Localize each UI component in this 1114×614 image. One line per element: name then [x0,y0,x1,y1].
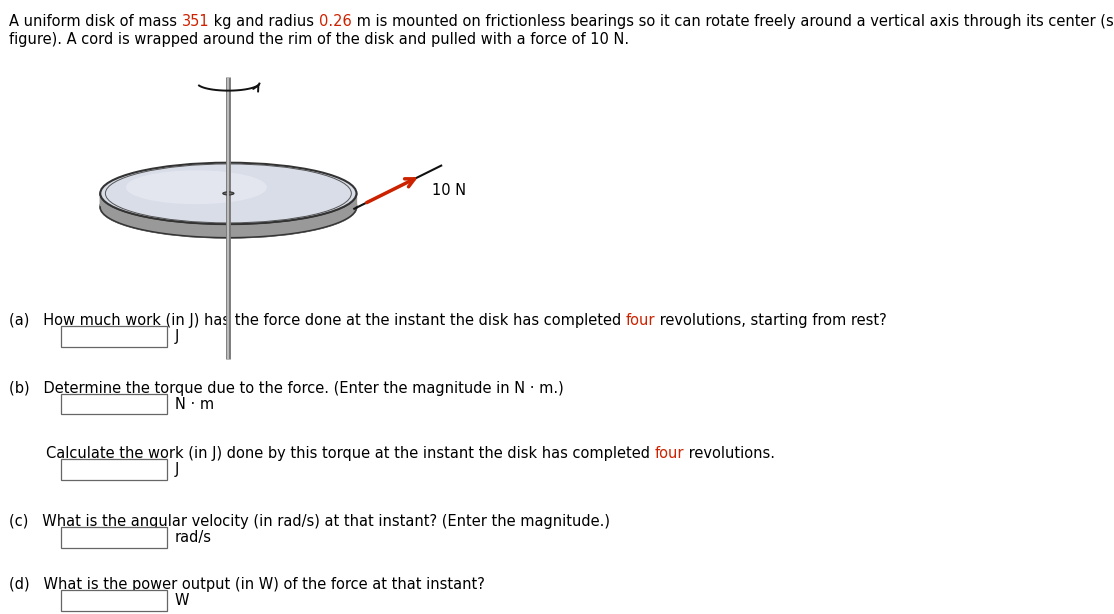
Text: figure). A cord is wrapped around the rim of the disk and pulled with a force of: figure). A cord is wrapped around the ri… [9,32,629,47]
Text: m is mounted on frictionless bearings so it can rotate freely around a vertical : m is mounted on frictionless bearings so… [352,14,1114,28]
Text: (a)   How much work (in J) has the force done at the instant the disk has comple: (a) How much work (in J) has the force d… [9,313,626,328]
Ellipse shape [100,176,356,238]
Text: (b)   Determine the torque due to the force. (Enter the magnitude in N · m.): (b) Determine the torque due to the forc… [9,381,564,395]
Text: W: W [175,593,189,608]
Text: 351: 351 [182,14,209,28]
Text: revolutions, starting from rest?: revolutions, starting from rest? [655,313,887,328]
Bar [61,394,167,414]
Text: (d)   What is the power output (in W) of the force at that instant?: (d) What is the power output (in W) of t… [9,577,485,592]
Ellipse shape [126,170,267,204]
Text: kg and radius: kg and radius [209,14,319,28]
Text: J: J [175,462,179,477]
Text: J: J [175,329,179,344]
Bar [61,326,167,347]
Bar [61,527,167,548]
Polygon shape [100,193,356,238]
Text: N · m: N · m [175,397,214,411]
Text: four: four [655,446,684,461]
Text: (c)   What is the angular velocity (in rad/s) at that instant? (Enter the magnit: (c) What is the angular velocity (in rad… [9,514,609,529]
Text: 0.26: 0.26 [319,14,352,28]
Bar [61,459,167,480]
Text: revolutions.: revolutions. [684,446,775,461]
Text: Calculate the work (in J) done by this torque at the instant the disk has comple: Calculate the work (in J) done by this t… [9,446,655,461]
Ellipse shape [100,163,356,224]
Text: A uniform disk of mass: A uniform disk of mass [9,14,182,28]
Text: rad/s: rad/s [175,530,212,545]
Bar [61,590,167,611]
Text: four: four [626,313,655,328]
Text: 10 N: 10 N [431,183,466,198]
Ellipse shape [223,192,234,195]
